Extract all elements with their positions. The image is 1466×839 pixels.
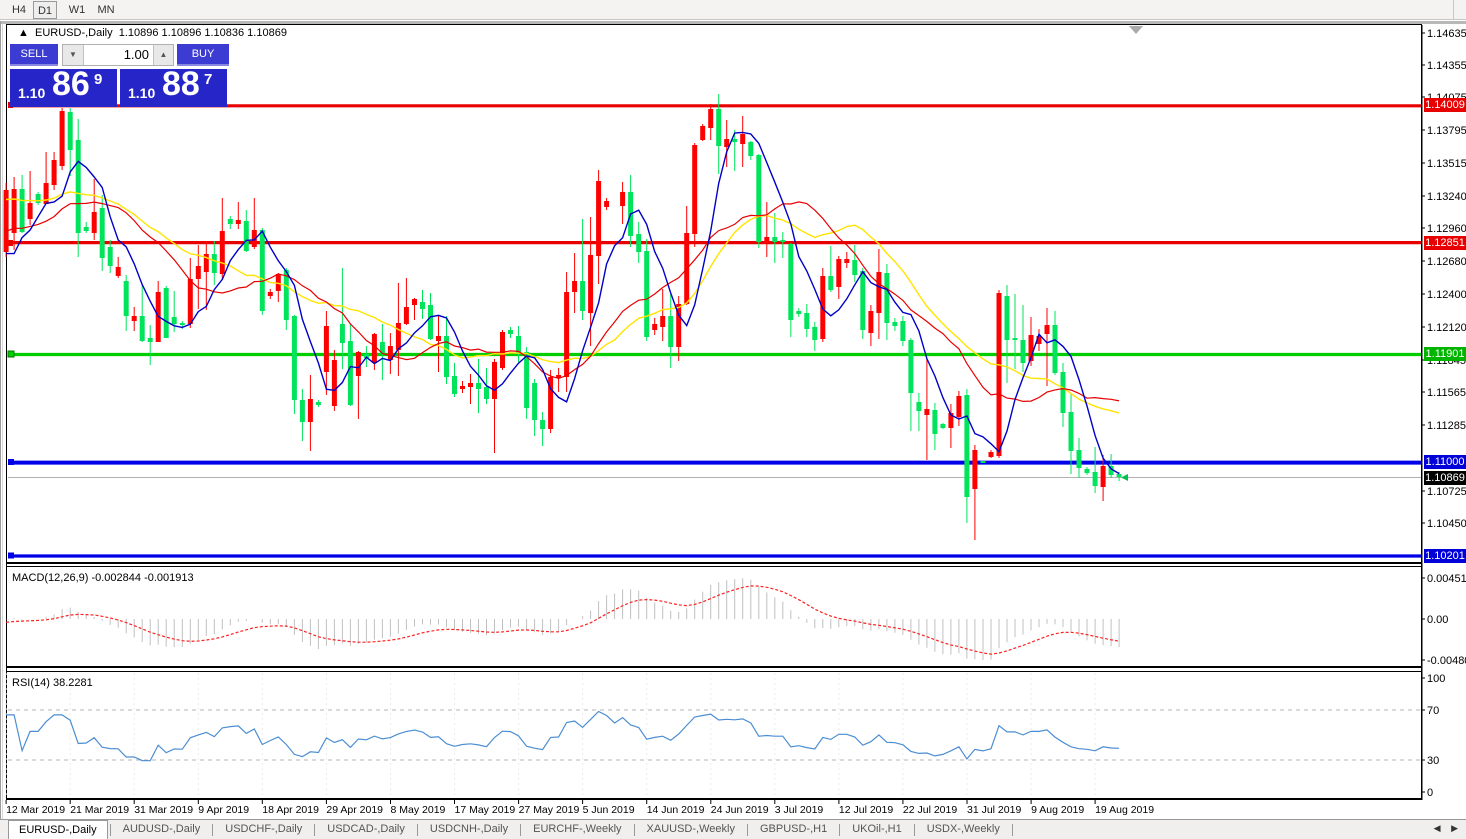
svg-text:24 Jun 2019: 24 Jun 2019 [711, 804, 769, 816]
svg-text:1.11565: 1.11565 [1427, 387, 1466, 399]
svg-text:31 Jul 2019: 31 Jul 2019 [967, 804, 1021, 816]
svg-text:3 Jul 2019: 3 Jul 2019 [775, 804, 824, 816]
svg-text:1.12680: 1.12680 [1427, 256, 1466, 268]
svg-text:19 Aug 2019: 19 Aug 2019 [1095, 804, 1154, 816]
svg-text:12 Mar 2019: 12 Mar 2019 [6, 804, 65, 816]
svg-text:0: 0 [1427, 787, 1433, 799]
svg-text:8 May 2019: 8 May 2019 [391, 804, 446, 816]
svg-text:0.004517: 0.004517 [1427, 573, 1466, 585]
svg-text:1.10450: 1.10450 [1427, 518, 1466, 530]
svg-text:17 May 2019: 17 May 2019 [455, 804, 516, 816]
svg-text:9 Apr 2019: 9 Apr 2019 [198, 804, 249, 816]
svg-text:1.12960: 1.12960 [1427, 223, 1466, 235]
svg-text:5 Jun 2019: 5 Jun 2019 [583, 804, 635, 816]
svg-text:31 Mar 2019: 31 Mar 2019 [134, 804, 193, 816]
svg-text:29 Apr 2019: 29 Apr 2019 [326, 804, 383, 816]
svg-text:22 Jul 2019: 22 Jul 2019 [903, 804, 957, 816]
svg-text:1.11285: 1.11285 [1427, 420, 1466, 432]
svg-text:1.13240: 1.13240 [1427, 191, 1466, 203]
svg-text:1.10725: 1.10725 [1427, 486, 1466, 498]
svg-text:1.14635: 1.14635 [1427, 28, 1466, 40]
svg-text:-0.004806: -0.004806 [1427, 655, 1466, 667]
svg-text:21 Mar 2019: 21 Mar 2019 [70, 804, 129, 816]
svg-text:9 Aug 2019: 9 Aug 2019 [1031, 804, 1084, 816]
svg-text:RSI(14) 38.2281: RSI(14) 38.2281 [12, 677, 93, 689]
svg-text:30: 30 [1427, 755, 1439, 767]
svg-text:MACD(12,26,9) -0.002844 -0.001: MACD(12,26,9) -0.002844 -0.001913 [12, 572, 194, 584]
svg-text:27 May 2019: 27 May 2019 [519, 804, 580, 816]
svg-text:1.13515: 1.13515 [1427, 158, 1466, 170]
svg-text:1.12120: 1.12120 [1427, 322, 1466, 334]
svg-text:100: 100 [1427, 673, 1445, 685]
svg-text:1.13795: 1.13795 [1427, 125, 1466, 137]
svg-text:1.14355: 1.14355 [1427, 60, 1466, 72]
svg-text:14 Jun 2019: 14 Jun 2019 [647, 804, 705, 816]
svg-text:0.00: 0.00 [1427, 614, 1448, 626]
svg-text:12 Jul 2019: 12 Jul 2019 [839, 804, 893, 816]
svg-text:1.12400: 1.12400 [1427, 289, 1466, 301]
svg-text:70: 70 [1427, 705, 1439, 717]
svg-text:18 Apr 2019: 18 Apr 2019 [262, 804, 319, 816]
